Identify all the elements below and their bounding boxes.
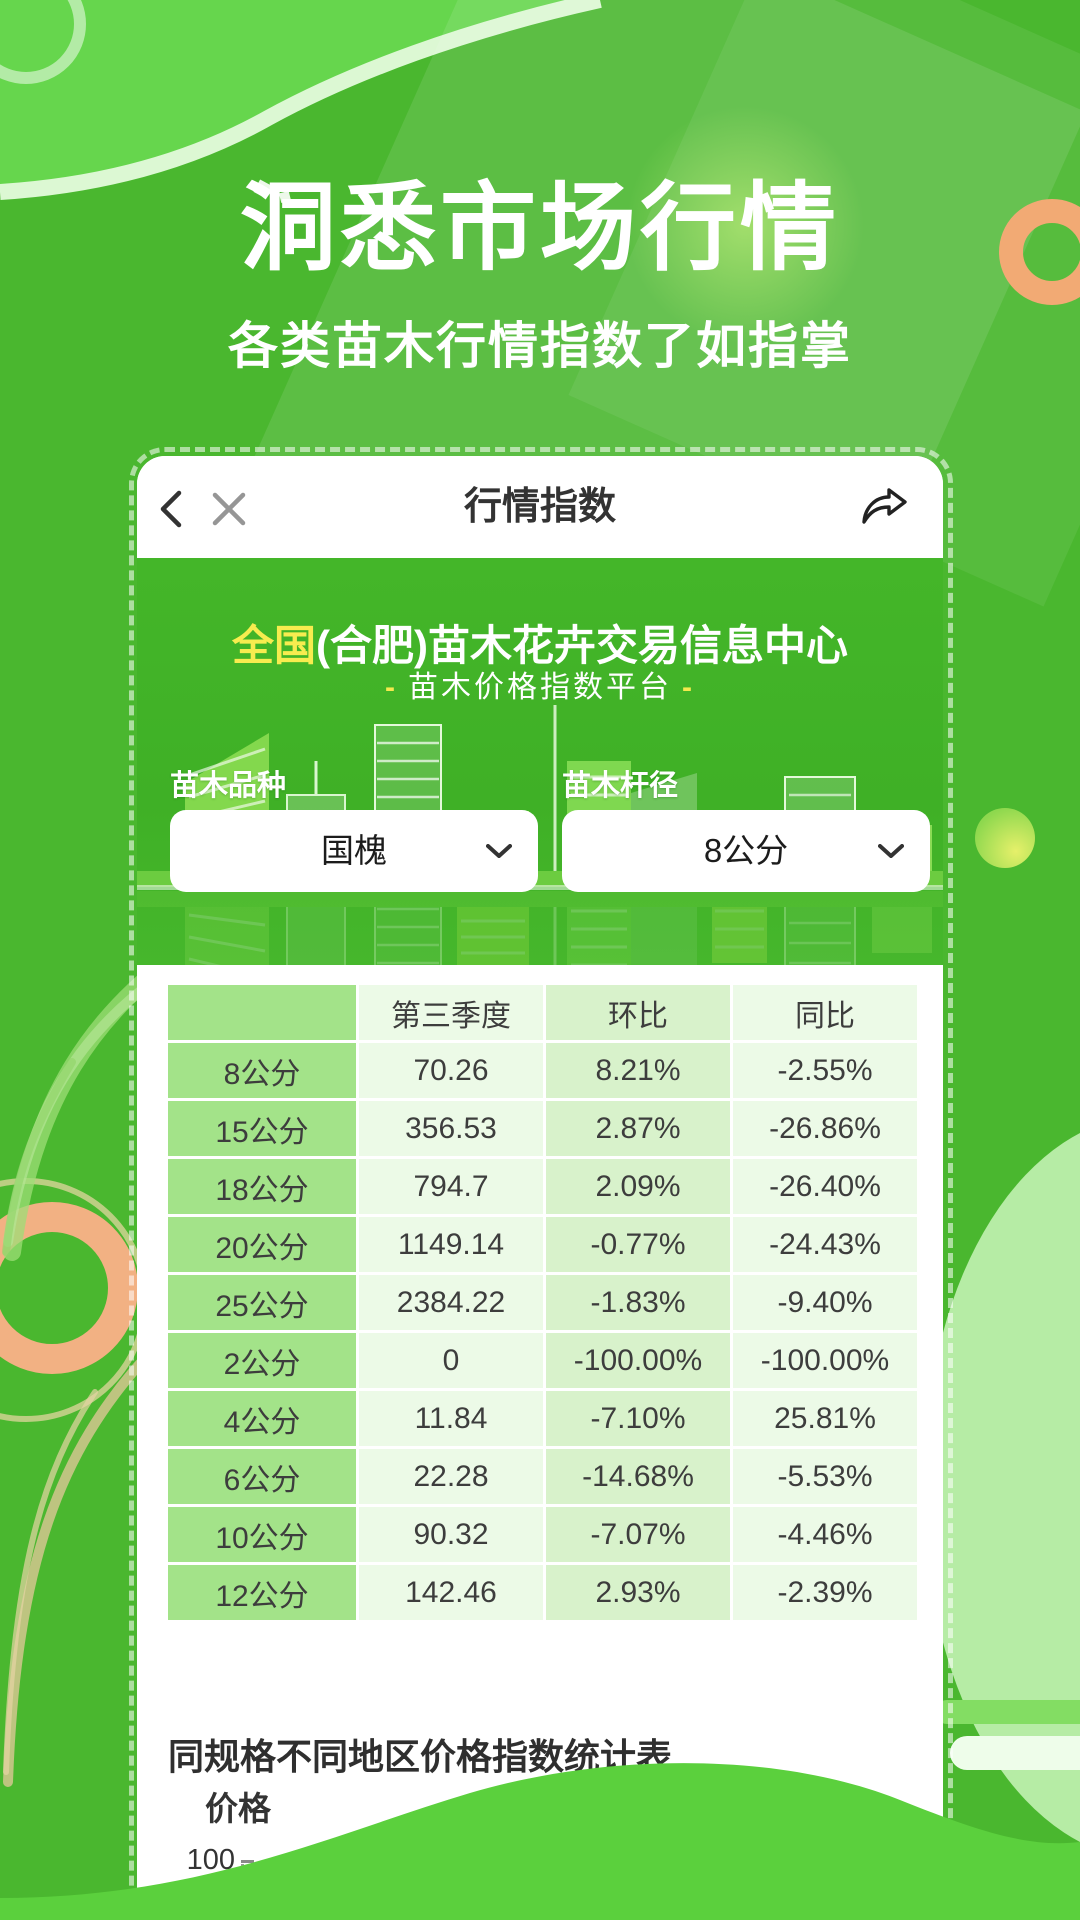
diameter-filter-label: 苗木杆径 xyxy=(562,770,679,802)
value-cell: 794.7 xyxy=(359,1159,543,1214)
row-label-cell: 4公分 xyxy=(168,1391,356,1446)
value-cell: -2.39% xyxy=(733,1565,917,1620)
market-index-card: 行情指数 xyxy=(137,456,943,1920)
species-select[interactable]: 国槐 xyxy=(170,810,538,892)
banner-title: 全国(合肥)苗木花卉交易信息中心 xyxy=(137,612,943,673)
value-cell: -100.00% xyxy=(546,1333,730,1388)
row-label-cell: 2公分 xyxy=(168,1333,356,1388)
value-cell: -9.40% xyxy=(733,1275,917,1330)
card-stitch-border xyxy=(129,447,953,1920)
value-cell: -14.68% xyxy=(546,1449,730,1504)
table-header-cell xyxy=(168,985,356,1040)
chart-tick-mark xyxy=(241,1860,254,1863)
page-subtitle: 各类苗木行情指数了如指掌 xyxy=(228,318,852,374)
row-label-cell: 20公分 xyxy=(168,1217,356,1272)
row-label-cell: 8公分 xyxy=(168,1043,356,1098)
chart-y-axis-label: 价格 xyxy=(205,1790,271,1827)
banner-title-highlight: 全国 xyxy=(232,622,317,669)
value-cell: 0 xyxy=(359,1333,543,1388)
value-cell: -26.40% xyxy=(733,1159,917,1214)
value-cell: 25.81% xyxy=(733,1391,917,1446)
card-nav-bar: 行情指数 xyxy=(137,456,943,558)
banner-title-rest: (合肥)苗木花卉交易信息中心 xyxy=(316,622,848,669)
glow-circle-decoration xyxy=(625,105,865,345)
row-label-cell: 18公分 xyxy=(168,1159,356,1214)
row-label-cell: 25公分 xyxy=(168,1275,356,1330)
row-label-cell: 10公分 xyxy=(168,1507,356,1562)
value-cell: 142.46 xyxy=(359,1565,543,1620)
value-cell: -0.77% xyxy=(546,1217,730,1272)
subtitle-dash: - xyxy=(385,671,398,704)
value-cell: 356.53 xyxy=(359,1101,543,1156)
value-cell: -1.83% xyxy=(546,1275,730,1330)
value-cell: 8.21% xyxy=(546,1043,730,1098)
value-cell: -24.43% xyxy=(733,1217,917,1272)
orange-ring-decoration xyxy=(999,199,1080,305)
subtitle-dash: - xyxy=(682,671,695,704)
back-button[interactable] xyxy=(151,487,195,531)
value-cell: 1149.14 xyxy=(359,1217,543,1272)
species-select-value: 国槐 xyxy=(321,832,387,869)
value-cell: 11.84 xyxy=(359,1391,543,1446)
value-cell: -7.10% xyxy=(546,1391,730,1446)
close-icon xyxy=(212,492,246,526)
yellow-green-dot-decoration xyxy=(975,808,1035,868)
row-label-cell: 15公分 xyxy=(168,1101,356,1156)
price-table: 第三季度 环比 同比 8公分 70.26 8.21% -2.55% 15公分 356.53 2.8… xyxy=(168,985,917,1620)
table-header-cell: 同比 xyxy=(733,985,917,1040)
value-cell: -2.55% xyxy=(733,1043,917,1098)
value-cell: -4.46% xyxy=(733,1507,917,1562)
value-cell: 70.26 xyxy=(359,1043,543,1098)
value-cell: 22.28 xyxy=(359,1449,543,1504)
close-button[interactable] xyxy=(207,487,251,531)
value-cell: 2.09% xyxy=(546,1159,730,1214)
mint-stripe-decoration xyxy=(950,1736,1080,1770)
value-cell: 2.93% xyxy=(546,1565,730,1620)
top-left-wave-decoration xyxy=(0,0,602,200)
value-cell: 2.87% xyxy=(546,1101,730,1156)
diameter-select[interactable]: 8公分 xyxy=(562,810,930,892)
table-header-cell: 第三季度 xyxy=(359,985,543,1040)
row-label-cell: 6公分 xyxy=(168,1449,356,1504)
green-stripe-decoration xyxy=(935,1700,1080,1724)
row-label-cell: 12公分 xyxy=(168,1565,356,1620)
chevron-down-icon xyxy=(878,844,904,858)
value-cell: 2384.22 xyxy=(359,1275,543,1330)
value-cell: 90.32 xyxy=(359,1507,543,1562)
share-icon xyxy=(862,488,907,524)
value-cell: -100.00% xyxy=(733,1333,917,1388)
diameter-select-value: 8公分 xyxy=(703,832,789,869)
value-cell: -5.53% xyxy=(733,1449,917,1504)
chevron-down-icon xyxy=(486,844,512,858)
bottom-wave-decoration xyxy=(0,1763,1080,1920)
tan-arc-decoration xyxy=(3,1353,150,1787)
value-cell: -7.07% xyxy=(546,1507,730,1562)
card-title: 行情指数 xyxy=(463,486,616,528)
back-icon xyxy=(160,490,182,528)
banner-subtitle: - 苗木价格指数平台 - xyxy=(137,662,943,706)
banner: 全国(合肥)苗木花卉交易信息中心 - 苗木价格指数平台 - 苗木品种 苗木杆径 国槐… xyxy=(137,558,943,965)
share-button[interactable] xyxy=(859,482,911,530)
value-cell: -26.86% xyxy=(733,1101,917,1156)
page-title: 洞悉市场行情 xyxy=(240,175,840,282)
table-header-cell: 环比 xyxy=(546,985,730,1040)
species-filter-label: 苗木品种 xyxy=(170,770,287,802)
